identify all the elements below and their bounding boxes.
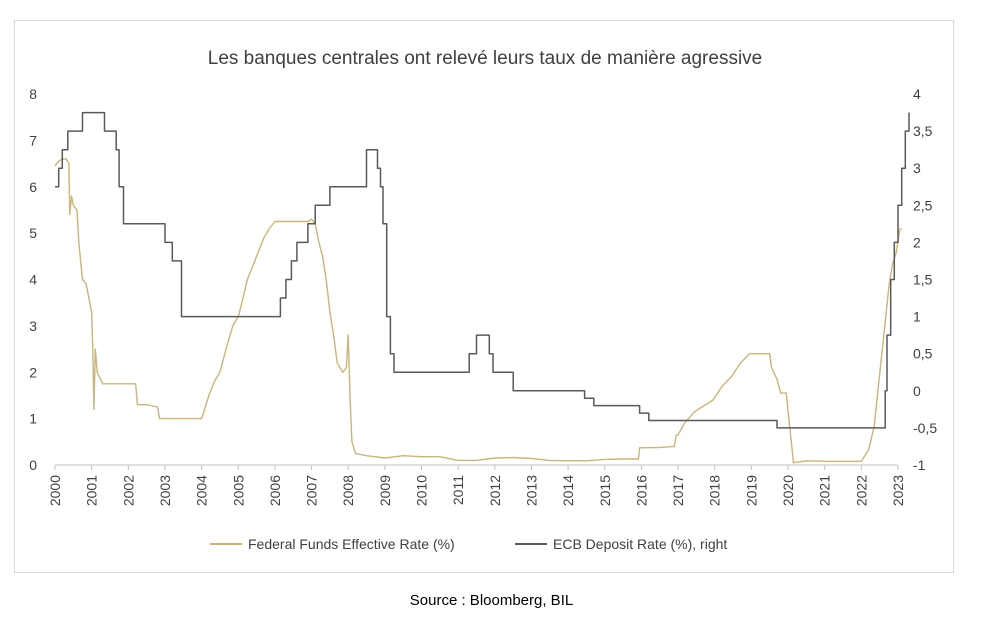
x-tick-label: 2021 xyxy=(817,475,833,506)
x-tick-label: 2014 xyxy=(560,475,576,506)
y-right-tick-label: 1,5 xyxy=(913,272,933,288)
x-tick-label: 2003 xyxy=(157,475,173,506)
y-left-tick-label: 4 xyxy=(29,272,37,288)
x-tick-label: 2015 xyxy=(597,475,613,506)
x-tick-label: 2002 xyxy=(120,475,136,506)
chart-title: Les banques centrales ont relevé leurs t… xyxy=(208,48,763,69)
y-right-tick-label: 0 xyxy=(913,383,921,399)
source-note: Source : Bloomberg, BIL xyxy=(409,592,574,609)
x-tick-label: 2018 xyxy=(707,475,723,506)
x-tick-label: 2020 xyxy=(780,475,796,506)
series-layer xyxy=(54,111,910,464)
y-right-tick-label: 2,5 xyxy=(913,197,933,213)
x-tick-label: 2006 xyxy=(267,475,283,506)
x-tick-label: 2011 xyxy=(450,475,466,505)
y-right-tick-label: 2 xyxy=(913,234,921,250)
y-left-tick-label: 3 xyxy=(29,318,37,334)
x-tick-label: 2019 xyxy=(743,475,759,506)
series-line-fed-funds-rate xyxy=(54,158,902,464)
y-right-tick-label: 3,5 xyxy=(913,123,933,139)
y-left-tick-label: 6 xyxy=(29,179,37,195)
legend: Federal Funds Effective Rate (%) ECB Depo… xyxy=(210,536,727,552)
x-tick-label: 2009 xyxy=(377,475,393,506)
y-left-tick-label: 0 xyxy=(29,457,37,473)
series-line-ecb-deposit-rate xyxy=(55,111,910,429)
x-tick-label: 2016 xyxy=(633,475,649,506)
y-right-tick-label: -0,5 xyxy=(913,420,937,436)
x-tick-label: 2001 xyxy=(84,475,100,506)
y-left-tick-label: 1 xyxy=(29,411,37,427)
y-left-tick-label: 5 xyxy=(29,225,37,241)
x-tick-label: 2004 xyxy=(194,475,210,506)
axes-layer: 0 1 2 3 4 5 6 7 8 -1 -0,5 0 0,5 1 1,5 2 2,5 3 3,5 4 2000 2001… xyxy=(29,86,937,506)
y-right-tick-label: 4 xyxy=(913,86,921,102)
x-tick-label: 2000 xyxy=(47,475,63,506)
y-left-tick-label: 8 xyxy=(29,86,37,102)
y-right-tick-label: 0,5 xyxy=(913,346,933,362)
y-left-tick-label: 7 xyxy=(29,132,37,148)
legend-label: ECB Deposit Rate (%), right xyxy=(553,536,727,552)
y-right-tick-label: -1 xyxy=(913,457,926,473)
x-tick-label: 2023 xyxy=(890,475,906,506)
legend-label: Federal Funds Effective Rate (%) xyxy=(248,536,455,552)
x-tick-label: 2013 xyxy=(523,475,539,506)
x-tick-label: 2010 xyxy=(414,475,430,506)
chart-svg: Les banques centrales ont relevé leurs t… xyxy=(29,48,937,552)
x-tick-label: 2005 xyxy=(230,475,246,506)
y-right-tick-label: 3 xyxy=(913,160,921,176)
y-right-tick-label: 1 xyxy=(913,309,921,325)
chart-frame: Les banques centrales ont relevé leurs t… xyxy=(14,20,954,573)
y-left-tick-label: 2 xyxy=(29,364,37,380)
x-tick-label: 2008 xyxy=(340,475,356,506)
x-tick-label: 2007 xyxy=(304,475,320,506)
x-tick-label: 2017 xyxy=(670,475,686,506)
x-tick-label: 2022 xyxy=(853,475,869,506)
x-tick-label: 2012 xyxy=(487,475,503,506)
